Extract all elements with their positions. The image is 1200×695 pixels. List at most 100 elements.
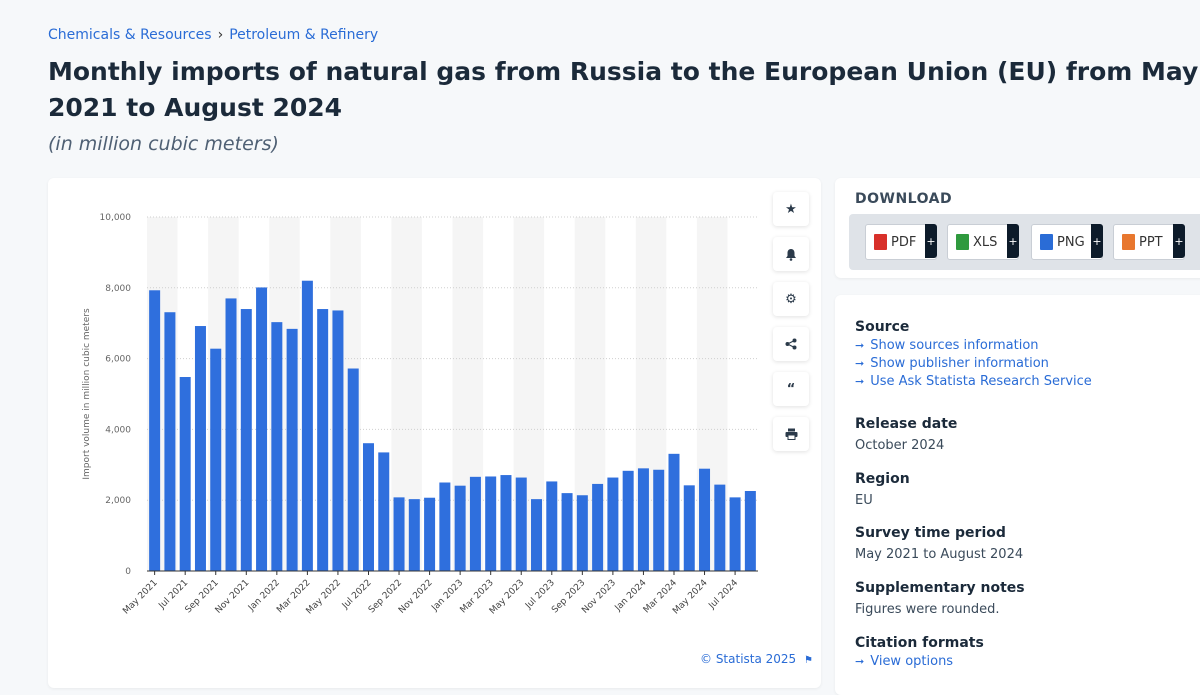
quote-icon: “: [786, 381, 796, 397]
y-tick-label: 10,000: [100, 213, 132, 223]
bar: [408, 499, 420, 571]
plus-icon: +: [1091, 224, 1103, 258]
show-publisher-label: Show publisher information: [870, 356, 1049, 371]
download-ppt-button[interactable]: PPT +: [1113, 224, 1185, 260]
pdf-file-icon: [874, 234, 887, 250]
bar: [729, 497, 741, 571]
bar: [164, 312, 176, 571]
region-section: Region EU: [855, 471, 910, 508]
x-tick-label: May 2021: [121, 578, 159, 616]
y-tick-label: 8,000: [105, 284, 131, 294]
bar: [271, 322, 283, 571]
survey-period-section: Survey time period May 2021 to August 20…: [855, 525, 1023, 562]
copyright-text: © Statista 2025: [700, 652, 797, 666]
bar: [256, 287, 268, 571]
bar: [194, 326, 206, 571]
share-icon: [785, 338, 797, 350]
download-button-bar: PDF + XLS + PNG + PPT +: [849, 214, 1200, 270]
arrow-right-icon: ➞: [855, 357, 865, 370]
survey-period-value: May 2021 to August 2024: [855, 547, 1024, 562]
bar: [439, 482, 451, 571]
bar: [210, 348, 222, 571]
settings-button[interactable]: ⚙: [773, 282, 809, 316]
bar-chart: 0 2,000 4,000 6,000 8,000 10,000 Import volume…: [82, 213, 758, 616]
download-png-button[interactable]: PNG +: [1031, 224, 1103, 260]
bar: [500, 475, 512, 571]
statista-copyright[interactable]: © Statista 2025 ⚑: [700, 652, 813, 666]
show-sources-link[interactable]: ➞ Show sources information: [855, 338, 1092, 353]
download-pdf-label: PDF: [891, 234, 917, 250]
download-ppt-label: PPT: [1139, 234, 1163, 250]
y-tick-label: 2,000: [105, 496, 131, 506]
download-xls-button[interactable]: XLS +: [947, 224, 1019, 260]
bar: [485, 476, 497, 571]
share-button[interactable]: [773, 327, 809, 361]
bar: [362, 443, 374, 571]
source-section: Source ➞ Show sources information ➞ Show p…: [855, 319, 1092, 389]
ppt-file-icon: [1122, 234, 1135, 250]
bar: [531, 499, 543, 571]
download-pdf-button[interactable]: PDF +: [865, 224, 937, 260]
xls-file-icon: [956, 234, 969, 250]
flag-icon: ⚑: [804, 655, 813, 666]
ask-statista-link[interactable]: ➞ Use Ask Statista Research Service: [855, 374, 1092, 389]
bar: [149, 290, 161, 571]
bar: [347, 368, 359, 571]
release-date-section: Release date October 2024: [855, 416, 957, 453]
survey-period-heading: Survey time period: [855, 525, 1006, 541]
bar: [607, 477, 619, 571]
citation-heading: Citation formats: [855, 635, 984, 651]
bar: [699, 468, 711, 571]
chart-card: 0 2,000 4,000 6,000 8,000 10,000 Import volume…: [48, 178, 821, 688]
x-tick-label: Jul 2024: [707, 578, 741, 612]
y-tick-label: 4,000: [105, 425, 131, 435]
bar: [668, 453, 680, 571]
bar: [592, 483, 604, 571]
page-title: Monthly imports of natural gas from Russ…: [48, 57, 1199, 122]
bar: [546, 481, 558, 571]
bar: [637, 468, 649, 571]
bar: [561, 493, 573, 571]
region-value: EU: [855, 493, 873, 508]
bell-icon: [786, 248, 796, 261]
bar: [393, 497, 405, 571]
supplementary-notes-heading: Supplementary notes: [855, 580, 1025, 596]
bar: [469, 476, 481, 571]
bar: [653, 469, 665, 571]
statistic-info-panel: Source ➞ Show sources information ➞ Show p…: [835, 295, 1200, 695]
png-file-icon: [1040, 234, 1053, 250]
bar: [317, 309, 329, 571]
ask-statista-label: Use Ask Statista Research Service: [870, 374, 1092, 389]
cite-button[interactable]: “: [773, 372, 809, 406]
download-xls-label: XLS: [973, 234, 998, 250]
bar: [576, 495, 588, 571]
region-heading: Region: [855, 471, 910, 487]
bar: [378, 452, 390, 571]
y-tick-label: 6,000: [105, 355, 131, 365]
source-heading: Source: [855, 319, 910, 335]
bar: [301, 280, 313, 571]
y-tick-label: 0: [125, 567, 131, 577]
download-title: DOWNLOAD: [855, 191, 953, 207]
release-date-heading: Release date: [855, 416, 958, 432]
plus-icon: +: [1007, 224, 1019, 258]
bar: [454, 485, 466, 571]
bar: [424, 497, 436, 571]
bar: [286, 328, 298, 571]
breadcrumb: Chemicals & Resources › Petroleum & Refine…: [48, 27, 378, 43]
bar: [240, 309, 252, 571]
favorite-button[interactable]: ★: [773, 192, 809, 226]
download-png-label: PNG: [1057, 234, 1085, 250]
notification-button[interactable]: [773, 237, 809, 271]
star-icon: ★: [785, 201, 797, 217]
breadcrumb-separator: ›: [217, 27, 224, 43]
show-publisher-link[interactable]: ➞ Show publisher information: [855, 356, 1092, 371]
y-axis-title: Import volume in million cubic meters: [82, 308, 92, 480]
bar: [714, 484, 726, 571]
breadcrumb-item-petroleum[interactable]: Petroleum & Refinery: [229, 27, 379, 43]
print-button[interactable]: [773, 417, 809, 451]
breadcrumb-item-chemicals[interactable]: Chemicals & Resources: [48, 27, 212, 43]
view-options-link[interactable]: ➞ View options: [855, 654, 984, 669]
bar: [683, 485, 695, 571]
supplementary-notes-section: Supplementary notes Figures were rounded…: [855, 580, 1025, 617]
